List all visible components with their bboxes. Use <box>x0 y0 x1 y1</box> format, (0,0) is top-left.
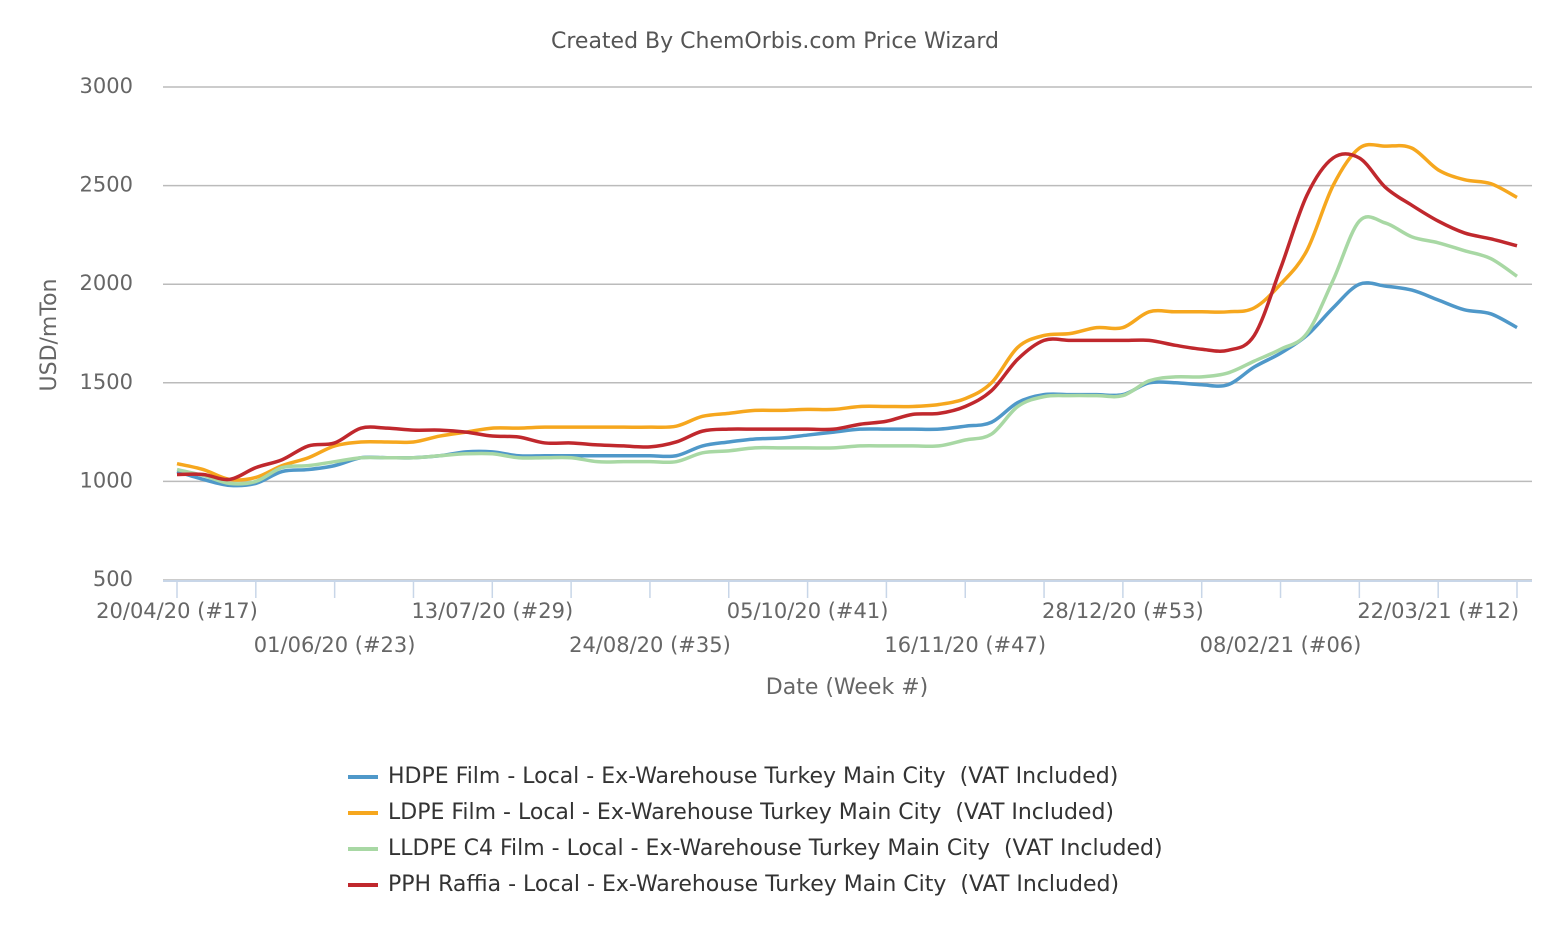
y-tick-label: 1000 <box>80 468 133 492</box>
legend-label: HDPE Film - Local - Ex-Warehouse Turkey … <box>388 764 1118 789</box>
x-tick-label: 28/12/20 (#53) <box>1042 599 1204 623</box>
y-tick-label: 3000 <box>80 74 133 98</box>
x-tick-label: 01/06/20 (#23) <box>254 633 416 657</box>
chart-title: Created By ChemOrbis.com Price Wizard <box>551 29 999 54</box>
y-axis-title: USD/mTon <box>37 279 62 392</box>
x-tick-label: 05/10/20 (#41) <box>727 599 889 623</box>
x-tick-label: 24/08/20 (#35) <box>569 633 731 657</box>
x-tick-label: 13/07/20 (#29) <box>411 599 573 623</box>
y-tick-label: 1500 <box>80 370 133 394</box>
y-tick-label: 500 <box>93 567 133 591</box>
y-tick-label: 2500 <box>80 173 133 197</box>
legend-label: LDPE Film - Local - Ex-Warehouse Turkey … <box>388 800 1114 825</box>
series-line <box>176 142 1518 482</box>
x-axis-title: Date (Week #) <box>766 675 928 700</box>
x-tick-label: 08/02/21 (#06) <box>1200 633 1362 657</box>
series-line <box>176 215 1518 486</box>
y-tick-label: 2000 <box>80 271 133 295</box>
legend-label: PPH Raffia - Local - Ex-Warehouse Turkey… <box>388 872 1119 897</box>
series-line <box>176 152 1518 482</box>
x-tick-label: 22/03/21 (#12) <box>1357 599 1519 623</box>
legend-label: LLDPE C4 Film - Local - Ex-Warehouse Tur… <box>388 836 1163 861</box>
x-tick-label: 20/04/20 (#17) <box>96 599 258 623</box>
x-tick-label: 16/11/20 (#47) <box>884 633 1046 657</box>
series-line <box>176 281 1518 488</box>
